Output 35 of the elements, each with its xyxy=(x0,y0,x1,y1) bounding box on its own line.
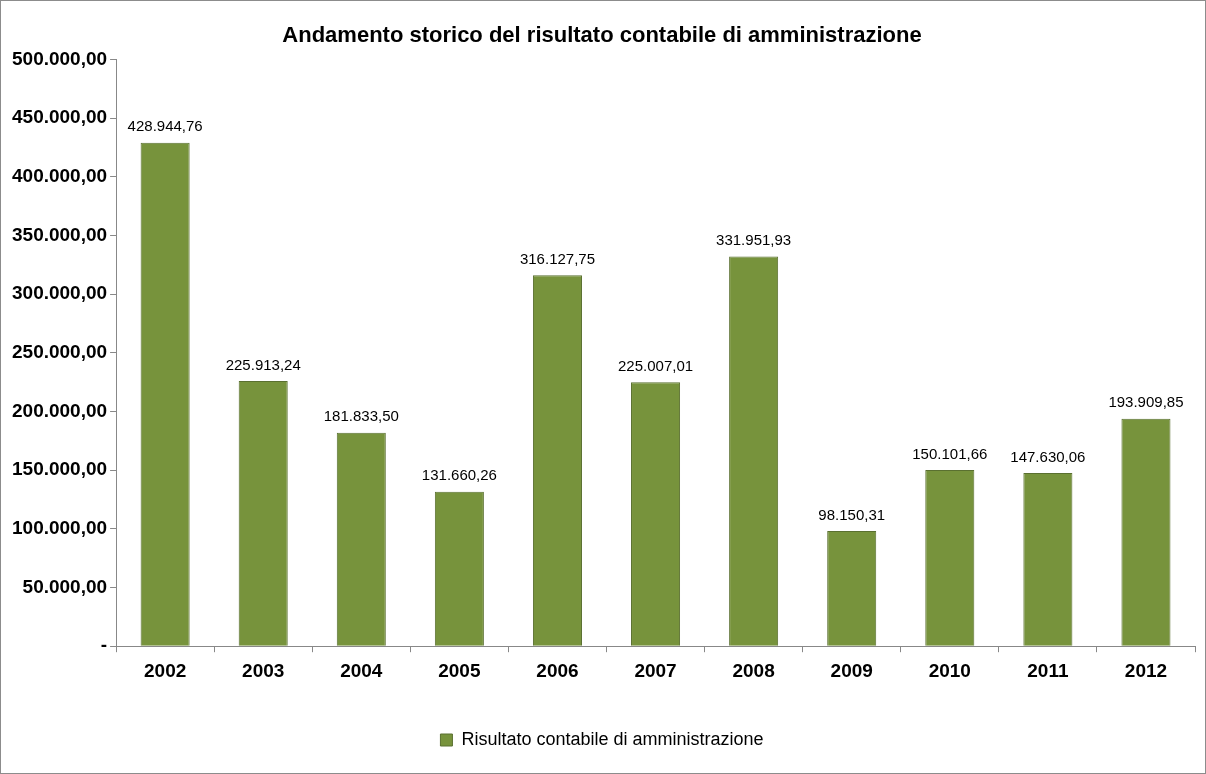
x-tick-label: 2010 xyxy=(928,659,971,681)
x-tick-label: 2003 xyxy=(242,659,285,681)
data-label: 193.909,85 xyxy=(1108,393,1184,411)
y-tick-label: 400.000,00 xyxy=(12,164,108,186)
x-tick-label: 2009 xyxy=(830,659,873,681)
y-tick-label: - xyxy=(100,634,108,656)
data-label: 316.127,75 xyxy=(519,249,595,267)
y-tick-label: 200.000,00 xyxy=(12,399,108,421)
y-tick-label: 50.000,00 xyxy=(22,575,108,597)
x-tick-label: 2005 xyxy=(438,659,481,681)
y-tick-label: 300.000,00 xyxy=(12,282,108,304)
y-tick-label: 350.000,00 xyxy=(12,223,108,245)
x-tick-label: 2008 xyxy=(732,659,775,681)
data-label: 225.913,24 xyxy=(225,355,301,373)
data-label: 225.007,01 xyxy=(618,356,694,374)
y-tick-label: 250.000,00 xyxy=(12,341,108,363)
y-tick-label: 100.000,00 xyxy=(12,517,108,539)
x-tick-label: 2007 xyxy=(634,659,677,681)
legend-label: Risultato contabile di amministrazione xyxy=(461,728,764,749)
x-tick-label: 2002 xyxy=(143,659,187,681)
x-tick-label: 2011 xyxy=(1027,659,1069,681)
data-label: 428.944,76 xyxy=(127,117,203,135)
x-tick-label: 2004 xyxy=(340,659,383,681)
y-tick-label: 450.000,00 xyxy=(12,106,108,128)
data-label: 98.150,31 xyxy=(818,505,886,523)
chart-title: Andamento storico del risultato contabile di amministrazione xyxy=(282,22,922,48)
data-label: 331.951,93 xyxy=(716,231,792,249)
data-label: 147.630,06 xyxy=(1010,447,1086,465)
data-label: 131.660,26 xyxy=(421,466,497,484)
y-tick-label: 150.000,00 xyxy=(12,458,108,480)
data-label: 181.833,50 xyxy=(323,407,399,425)
y-tick-label: 500.000,00 xyxy=(12,47,108,69)
x-tick-label: 2012 xyxy=(1124,659,1168,681)
x-tick-label: 2006 xyxy=(536,659,579,681)
data-label: 150.101,66 xyxy=(912,444,988,462)
